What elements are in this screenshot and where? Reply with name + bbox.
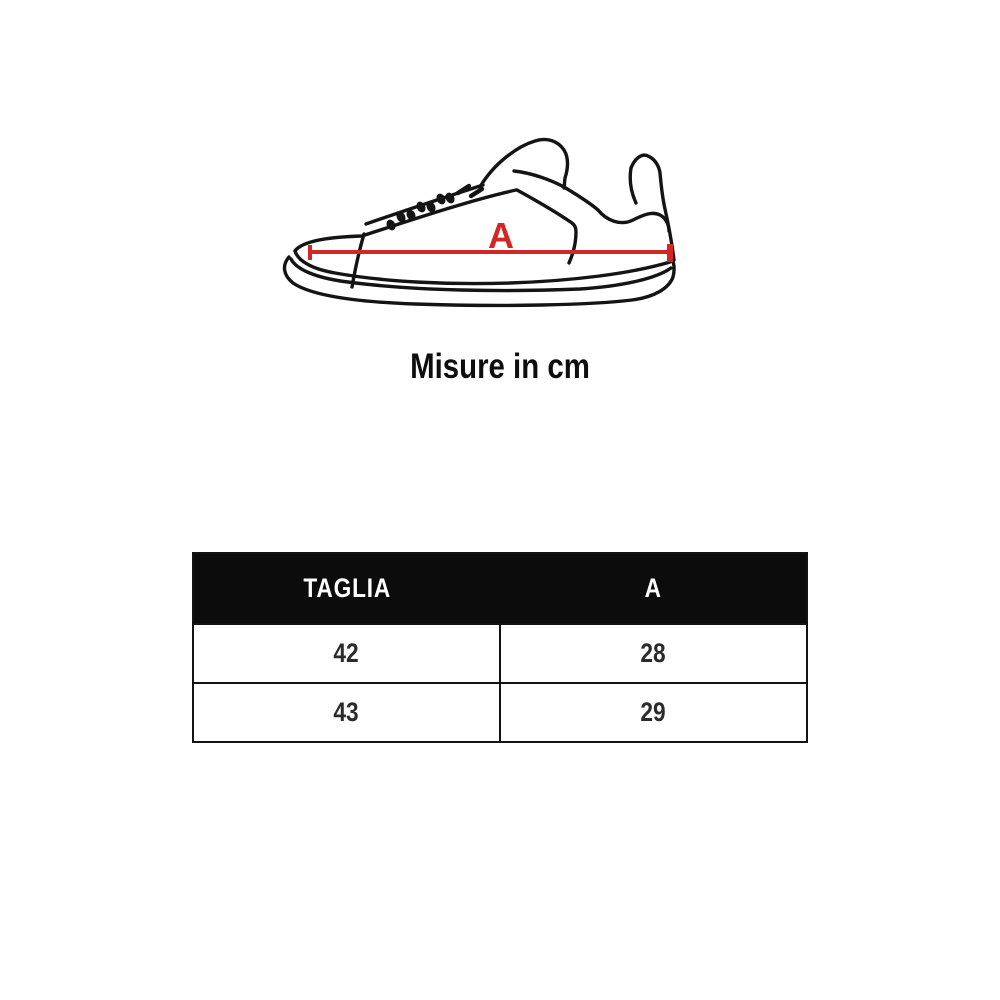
toe-cap-seam <box>350 232 366 289</box>
lace-dot <box>396 211 406 223</box>
heel-patch <box>596 208 671 233</box>
tongue <box>478 137 570 190</box>
lace-dot <box>386 219 396 231</box>
column-header-taglia-label: TAGLIA <box>303 573 391 603</box>
lace-stroke <box>468 186 485 199</box>
lace-dot <box>426 201 436 213</box>
lace-dot <box>416 201 426 213</box>
size-table-body: 42 28 43 29 <box>192 623 808 743</box>
lace-band-upper <box>364 183 485 226</box>
length-value: 29 <box>640 697 667 727</box>
size-table-header: TAGLIA A <box>193 553 807 624</box>
lace-dot <box>436 193 446 205</box>
lace-eyelets <box>386 183 485 231</box>
vamp-seam <box>515 188 578 265</box>
table-row: 43 29 <box>192 682 808 743</box>
cell-taglia: 43 <box>192 682 501 743</box>
column-header-a: A <box>500 553 807 624</box>
toe-and-lace-band-lower <box>293 188 518 253</box>
table-header-row: TAGLIA A <box>193 553 807 624</box>
shoe-diagram: A <box>280 110 720 330</box>
heel-tab-inner <box>628 166 638 205</box>
cell-a: 28 <box>499 623 808 684</box>
size-value: 43 <box>333 697 360 727</box>
lace-dot <box>406 209 416 221</box>
collar-topline <box>512 169 600 212</box>
sneaker-sketch-icon: A <box>282 137 676 308</box>
cell-a: 29 <box>499 682 808 743</box>
measurement-line-a: A <box>308 215 673 262</box>
table-row: 42 28 <box>192 623 808 684</box>
column-header-a-label: A <box>644 573 662 603</box>
midsole-lower-line <box>289 257 673 293</box>
lace-dot <box>445 192 455 204</box>
lace-stroke <box>455 183 472 196</box>
units-caption-text: Misure in cm <box>410 347 590 386</box>
size-table: TAGLIA A 42 28 43 29 <box>192 552 808 743</box>
outsole <box>282 255 676 308</box>
length-value: 28 <box>640 638 667 668</box>
midsole-top-line <box>293 249 672 286</box>
cell-taglia: 42 <box>192 623 501 684</box>
units-caption: Misure in cm <box>0 348 1000 386</box>
column-header-taglia: TAGLIA <box>193 553 500 624</box>
size-value: 42 <box>333 638 360 668</box>
measurement-label: A <box>488 215 514 256</box>
shoe-outline <box>282 137 676 308</box>
